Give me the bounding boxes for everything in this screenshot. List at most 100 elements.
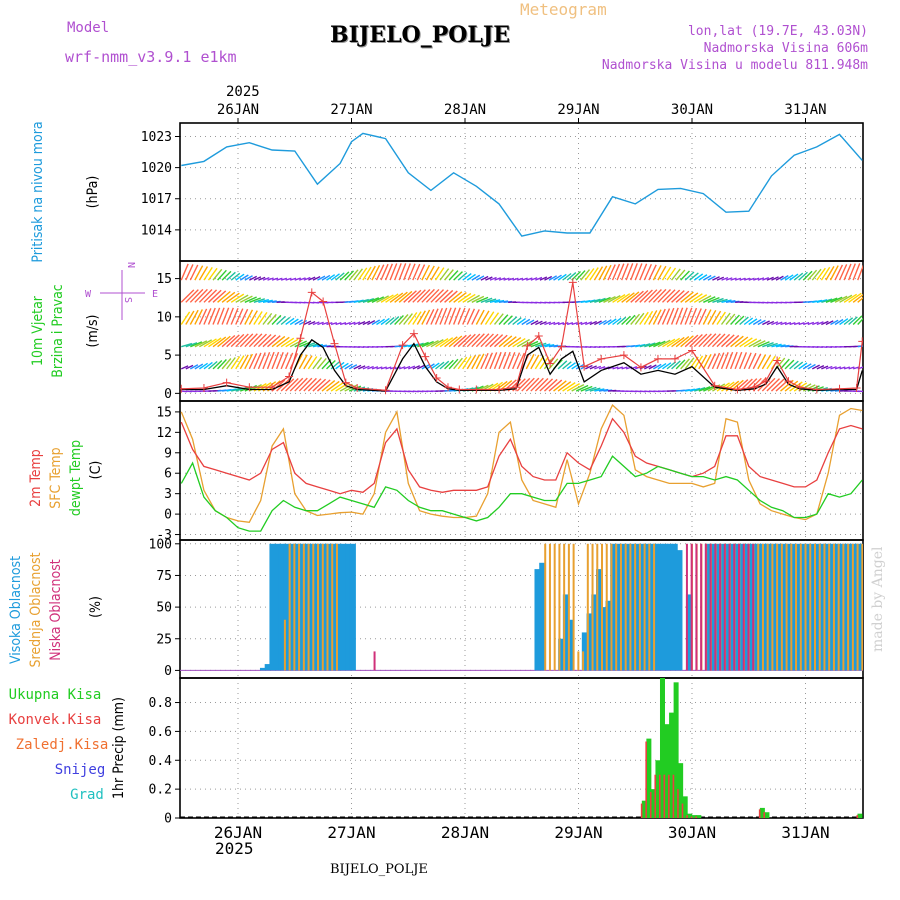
- wind-arrow: [607, 318, 617, 326]
- precip-total-bar: [641, 800, 647, 818]
- wind-arrow: [367, 320, 376, 326]
- wind-arrow: [444, 269, 454, 281]
- wind-arrow: [821, 320, 829, 326]
- wind-arrow: [652, 265, 662, 281]
- wind-arrow: [544, 344, 555, 348]
- wind-arrow: [857, 317, 863, 325]
- wind-arrow: [657, 339, 671, 348]
- wind-arrow: [308, 276, 316, 281]
- cloud-bar: [534, 569, 541, 671]
- plot-layer: [180, 132, 863, 818]
- wind-arrow: [762, 277, 770, 281]
- wind-arrow: [598, 265, 608, 281]
- wind-arrow: [271, 277, 279, 281]
- wind-arrow: [707, 333, 721, 348]
- cloud-bar: [558, 543, 561, 671]
- wind-arrow: [634, 290, 649, 303]
- wind-arrow: [230, 307, 239, 325]
- cloud-bar: [771, 543, 778, 671]
- cloud-bar: [861, 543, 863, 671]
- cloud-bar: [747, 543, 750, 671]
- cloud-bar: [624, 543, 631, 671]
- wind-arrow: [425, 288, 440, 303]
- cloud-bar: [723, 543, 730, 671]
- wind-arrow: [376, 318, 385, 326]
- wind-arrow: [557, 273, 567, 281]
- wind-arrow: [675, 307, 684, 325]
- wind-arrow: [798, 322, 805, 326]
- cloud-bar: [757, 543, 760, 671]
- wind-arrow: [480, 275, 489, 281]
- wind-arrow: [271, 335, 286, 348]
- meteogram-label: Meteogram: [520, 0, 607, 19]
- wind-arrow: [180, 289, 195, 303]
- wind-arrow: [462, 293, 476, 303]
- wind-arrow: [443, 307, 452, 325]
- wind-arrow: [666, 337, 681, 348]
- wind-arrow: [584, 268, 595, 281]
- wind-arrow: [580, 269, 591, 281]
- wind-arrow: [857, 264, 863, 281]
- cloud-unit-label: (%): [88, 596, 104, 618]
- wind-arrow: [353, 364, 362, 370]
- wind-arrow: [752, 353, 762, 370]
- cloud-bar: [709, 543, 716, 671]
- wind-arrow: [589, 387, 601, 392]
- wind-arrow: [312, 357, 323, 370]
- wind-arrow: [203, 361, 213, 370]
- wind-arrow: [212, 307, 221, 325]
- wind-arrow: [666, 289, 681, 303]
- wind-arrow: [730, 314, 740, 325]
- cloud-bar: [837, 543, 840, 671]
- precip-conv-bar: [649, 792, 652, 818]
- cloud-bar: [553, 543, 556, 671]
- cloud-bar: [804, 543, 807, 671]
- cloud-bar: [785, 543, 788, 671]
- wind-arrow: [757, 341, 770, 348]
- wind-arrow: [257, 311, 268, 325]
- wind-arrow: [330, 273, 340, 281]
- wind-speed-marker: [773, 356, 782, 365]
- wind-arrow: [262, 351, 271, 370]
- y-tick-label: -3: [156, 528, 172, 543]
- cloud-bar: [326, 543, 329, 671]
- wind-arrow: [367, 297, 380, 303]
- wind-arrow: [612, 366, 619, 370]
- wind-arrow: [430, 289, 445, 303]
- y-tick-label: 0: [164, 387, 172, 402]
- wind-arrow: [226, 388, 237, 392]
- wind-arrow: [585, 364, 593, 370]
- wind-arrow: [407, 312, 418, 325]
- wind-arrow: [693, 294, 708, 303]
- wind-arrow: [180, 263, 189, 281]
- wind-arrow: [208, 360, 218, 370]
- wind-arrow: [539, 276, 548, 281]
- wind-speed-marker: [733, 385, 742, 394]
- x-tick-label-bottom: 27JAN: [327, 823, 375, 842]
- cloud-bar: [596, 543, 599, 671]
- y-tick-label: 50: [156, 601, 172, 616]
- cloud-bar: [653, 543, 656, 671]
- wind-arrow: [212, 268, 223, 281]
- wind-arrow: [535, 320, 543, 326]
- wind-arrow: [598, 319, 607, 326]
- wind-arrow: [689, 293, 703, 303]
- wind-arrow: [793, 322, 801, 326]
- wind-speed-marker: [812, 385, 821, 394]
- wind-arrow: [766, 355, 776, 370]
- lonlat-label: lon,lat (19.7E, 43.03N): [687, 24, 868, 39]
- cloud-bar: [274, 543, 281, 671]
- y-tick-label: 0.2: [149, 783, 172, 798]
- wind-arrow: [711, 333, 726, 348]
- cloud-bar: [704, 543, 707, 671]
- wind-arrow: [198, 308, 208, 325]
- wind-arrow: [675, 335, 690, 348]
- wind-arrow: [721, 299, 732, 303]
- wind-arrow: [689, 307, 698, 325]
- wind-speed-marker: [381, 386, 390, 395]
- wind-arrow: [326, 359, 336, 370]
- wind-arrow: [839, 366, 846, 370]
- wind-arrow: [330, 322, 338, 326]
- wind-arrow: [421, 309, 431, 325]
- wind-arrow: [825, 320, 834, 326]
